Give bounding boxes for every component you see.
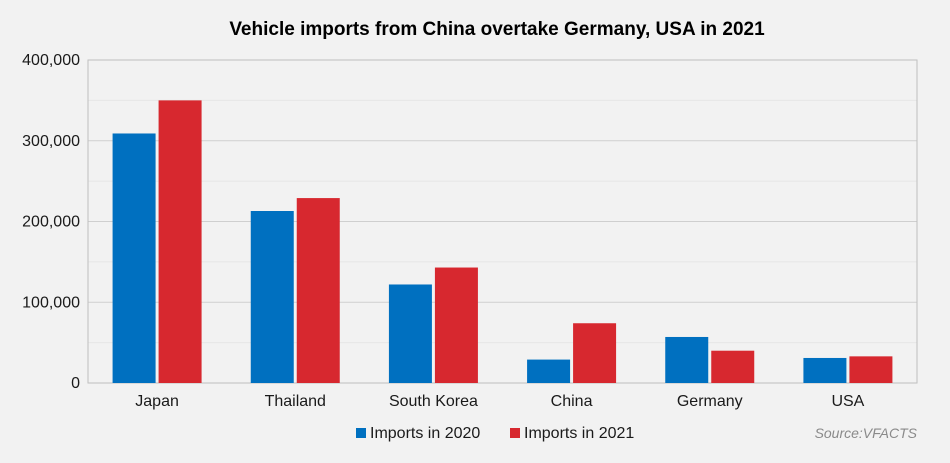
y-tick-label: 300,000 [22,133,80,150]
bar-south-korea-2020 [388,284,432,383]
x-tick-label: Germany [677,393,743,410]
x-tick-label: South Korea [389,393,478,410]
y-tick-label: 200,000 [22,214,80,231]
bar-japan-2021 [158,100,202,383]
chart-title: Vehicle imports from China overtake Germ… [229,19,765,40]
y-tick-label: 100,000 [22,294,80,311]
bar-china-2021 [573,323,617,383]
plot-area: 0 100,000 200,000 300,000 400,000 Japan Thaila… [22,52,918,410]
y-tick-label: 400,000 [22,52,80,69]
x-tick-label: Japan [135,393,179,410]
bar-thailand-2020 [250,211,294,383]
x-tick-label: USA [831,393,864,410]
y-tick-label: 0 [71,375,80,392]
source-note: Source:VFACTS [815,425,918,441]
x-tick-label: Thailand [265,393,326,410]
legend-label: Imports in 2020 [370,425,480,442]
legend-swatch [356,428,366,438]
x-tick-label: China [551,393,593,410]
bar-usa-2020 [803,357,847,383]
legend-swatch [510,428,520,438]
bar-south-korea-2021 [434,267,478,383]
plot-frame [87,59,918,384]
legend-label: Imports in 2021 [524,425,634,442]
bar-japan-2020 [112,133,156,383]
bar-china-2020 [527,359,571,383]
legend-item: Imports in 2020 [356,425,480,442]
legend-item: Imports in 2021 [510,425,634,442]
bar-usa-2021 [849,356,893,383]
bar-thailand-2021 [296,198,340,383]
legend: Imports in 2020 Imports in 2021 [356,425,634,442]
bar-germany-2020 [665,336,709,383]
bar-germany-2021 [711,350,755,383]
